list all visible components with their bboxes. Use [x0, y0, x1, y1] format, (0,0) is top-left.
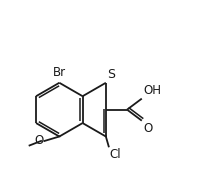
Text: O: O [143, 122, 152, 135]
Text: Cl: Cl [109, 148, 121, 161]
Text: O: O [35, 134, 44, 147]
Text: S: S [107, 67, 115, 81]
Text: Br: Br [53, 66, 66, 79]
Text: OH: OH [143, 84, 161, 97]
